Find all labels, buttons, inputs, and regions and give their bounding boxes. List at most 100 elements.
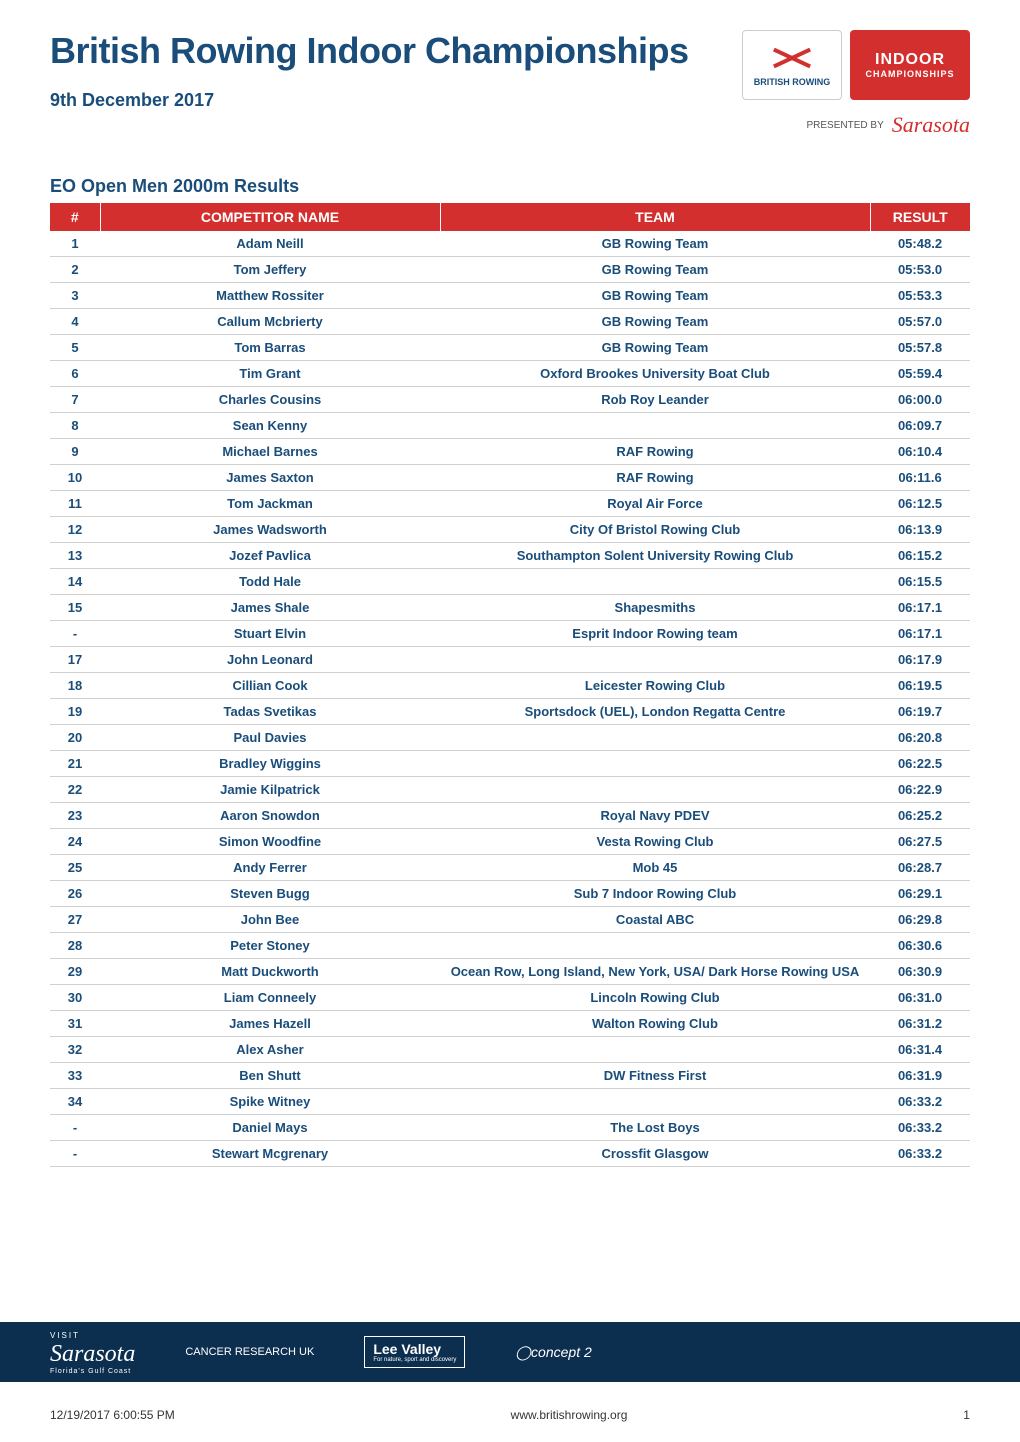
cell-rank: 28 (50, 933, 100, 959)
cell-rank: 15 (50, 595, 100, 621)
cell-result: 06:29.8 (870, 907, 970, 933)
cell-rank: 32 (50, 1037, 100, 1063)
cell-result: 06:31.0 (870, 985, 970, 1011)
footer-meta: 12/19/2017 6:00:55 PM www.britishrowing.… (0, 1408, 1020, 1422)
cell-team: City Of Bristol Rowing Club (440, 517, 870, 543)
table-row: -Daniel MaysThe Lost Boys06:33.2 (50, 1115, 970, 1141)
cell-rank: 31 (50, 1011, 100, 1037)
cell-rank: 8 (50, 413, 100, 439)
table-row: 34Spike Witney 06:33.2 (50, 1089, 970, 1115)
table-row: 22Jamie Kilpatrick06:22.9 (50, 777, 970, 803)
cell-result: 06:31.9 (870, 1063, 970, 1089)
cell-team: Southampton Solent University Rowing Clu… (440, 543, 870, 569)
cell-name: Steven Bugg (100, 881, 440, 907)
cell-rank: 27 (50, 907, 100, 933)
cell-rank: 34 (50, 1089, 100, 1115)
cell-result: 05:48.2 (870, 231, 970, 257)
cell-team: GB Rowing Team (440, 257, 870, 283)
cell-result: 06:19.7 (870, 699, 970, 725)
presented-by: PRESENTED BY Sarasota (807, 112, 971, 138)
sponsor-sarasota: VISIT Sarasota Florida's Gulf Coast (50, 1329, 135, 1375)
sponsor-lee-valley: Lee Valley For nature, sport and discove… (364, 1336, 465, 1368)
cell-result: 06:30.6 (870, 933, 970, 959)
cell-team: Esprit Indoor Rowing team (440, 621, 870, 647)
cell-rank: 33 (50, 1063, 100, 1089)
cell-result: 05:53.3 (870, 283, 970, 309)
cell-result: 05:57.8 (870, 335, 970, 361)
indoor-championships-logo: INDOOR CHAMPIONSHIPS (850, 30, 970, 100)
cell-name: Jozef Pavlica (100, 543, 440, 569)
col-header-name: COMPETITOR NAME (100, 203, 440, 231)
table-row: 7Charles CousinsRob Roy Leander06:00.0 (50, 387, 970, 413)
cell-result: 06:27.5 (870, 829, 970, 855)
table-row: 25Andy FerrerMob 4506:28.7 (50, 855, 970, 881)
cell-name: Paul Davies (100, 725, 440, 751)
table-row: 21Bradley Wiggins06:22.5 (50, 751, 970, 777)
cell-result: 06:22.5 (870, 751, 970, 777)
cell-result: 06:15.2 (870, 543, 970, 569)
cell-team: Lincoln Rowing Club (440, 985, 870, 1011)
cell-team: The Lost Boys (440, 1115, 870, 1141)
logo-block: BRITISH ROWING INDOOR CHAMPIONSHIPS (742, 30, 970, 100)
cell-name: Bradley Wiggins (100, 751, 440, 777)
cell-result: 06:17.9 (870, 647, 970, 673)
table-row: 20Paul Davies06:20.8 (50, 725, 970, 751)
footer-timestamp: 12/19/2017 6:00:55 PM (50, 1408, 175, 1422)
table-row: 13Jozef PavlicaSouthampton Solent Univer… (50, 543, 970, 569)
cell-rank: 18 (50, 673, 100, 699)
sarasota-sub: Florida's Gulf Coast (50, 1368, 135, 1375)
cell-team (440, 751, 870, 777)
cell-result: 06:31.2 (870, 1011, 970, 1037)
cell-name: Stuart Elvin (100, 621, 440, 647)
cell-result: 06:12.5 (870, 491, 970, 517)
british-rowing-logo-text: BRITISH ROWING (754, 77, 831, 87)
lee-valley-line1: Lee (373, 1341, 397, 1357)
sarasota-visit-label: VISIT (50, 1331, 80, 1340)
table-row: -Stuart ElvinEsprit Indoor Rowing team06… (50, 621, 970, 647)
table-row: 19Tadas SvetikasSportsdock (UEL), London… (50, 699, 970, 725)
concept2-text: ◯concept 2 (515, 1344, 591, 1361)
cell-name: Todd Hale (100, 569, 440, 595)
cell-name: Tadas Svetikas (100, 699, 440, 725)
table-row: 26Steven BuggSub 7 Indoor Rowing Club06:… (50, 881, 970, 907)
cell-rank: 19 (50, 699, 100, 725)
cell-rank: 12 (50, 517, 100, 543)
cell-name: Cillian Cook (100, 673, 440, 699)
cell-team: Shapesmiths (440, 595, 870, 621)
cell-rank: 23 (50, 803, 100, 829)
cell-name: Spike Witney (100, 1089, 440, 1115)
table-row: 15James ShaleShapesmiths06:17.1 (50, 595, 970, 621)
sponsor-band: VISIT Sarasota Florida's Gulf Coast CANC… (0, 1322, 1020, 1382)
cell-team: Sub 7 Indoor Rowing Club (440, 881, 870, 907)
table-row: 32Alex Asher 06:31.4 (50, 1037, 970, 1063)
cell-team: RAF Rowing (440, 439, 870, 465)
table-header-row: # COMPETITOR NAME TEAM RESULT (50, 203, 970, 231)
lee-valley-sub: For nature, sport and discovery (373, 1357, 456, 1363)
cell-team: Royal Air Force (440, 491, 870, 517)
cell-rank: 22 (50, 777, 100, 803)
table-row: 31James HazellWalton Rowing Club06:31.2 (50, 1011, 970, 1037)
cell-name: Tim Grant (100, 361, 440, 387)
table-row: 5Tom BarrasGB Rowing Team05:57.8 (50, 335, 970, 361)
cell-result: 06:31.4 (870, 1037, 970, 1063)
table-row: 6Tim GrantOxford Brookes University Boat… (50, 361, 970, 387)
cell-result: 06:15.5 (870, 569, 970, 595)
cell-name: Ben Shutt (100, 1063, 440, 1089)
cell-rank: 20 (50, 725, 100, 751)
table-row: 11Tom JackmanRoyal Air Force06:12.5 (50, 491, 970, 517)
cell-result: 06:33.2 (870, 1141, 970, 1167)
cell-result: 06:33.2 (870, 1089, 970, 1115)
table-row: 12James WadsworthCity Of Bristol Rowing … (50, 517, 970, 543)
cell-rank: 17 (50, 647, 100, 673)
cell-team (440, 1037, 870, 1063)
cell-team (440, 569, 870, 595)
sponsor-concept2: ◯concept 2 (515, 1344, 591, 1361)
cell-rank: 7 (50, 387, 100, 413)
footer-page-number: 1 (963, 1408, 970, 1422)
cell-result: 06:17.1 (870, 595, 970, 621)
cell-result: 06:00.0 (870, 387, 970, 413)
cell-name: Alex Asher (100, 1037, 440, 1063)
cell-result: 06:17.1 (870, 621, 970, 647)
cell-rank: 2 (50, 257, 100, 283)
cell-name: James Shale (100, 595, 440, 621)
